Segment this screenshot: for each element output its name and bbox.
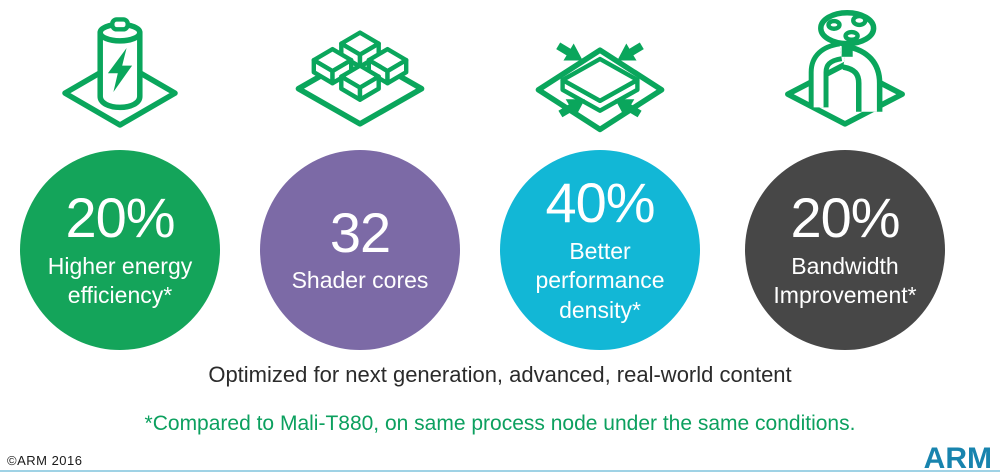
stat-value: 20% — [790, 185, 900, 249]
stat-label: Higher energy efficiency* — [47, 252, 193, 309]
battery-energy-icon — [54, 4, 186, 136]
copyright-text: ©ARM 2016 — [7, 453, 83, 468]
stat-circle-energy: 20% Higher energy efficiency* — [20, 150, 220, 350]
chip-compress-icon — [534, 4, 666, 136]
stat-value: 40% — [545, 170, 655, 234]
stat-label: Shader cores — [291, 267, 429, 294]
stat-column-bandwidth: 20% Bandwidth Improvement* — [725, 0, 965, 360]
stat-column-density: 40% Better performance density* — [480, 0, 720, 360]
footer-divider — [0, 470, 1000, 472]
stat-circle-density: 40% Better performance density* — [500, 150, 700, 350]
shader-cores-icon — [294, 4, 426, 136]
pipe-valve-icon — [779, 4, 911, 136]
stat-label: Bandwidth Improvement* — [773, 252, 917, 309]
footnote-text: *Compared to Mali-T880, on same process … — [144, 412, 856, 435]
stat-column-energy: 20% Higher energy efficiency* — [0, 0, 240, 360]
stat-value: 32 — [329, 200, 391, 264]
stat-circle-bandwidth: 20% Bandwidth Improvement* — [745, 150, 945, 350]
stat-circle-cores: 32 Shader cores — [260, 150, 460, 350]
stat-column-cores: 32 Shader cores — [240, 0, 480, 360]
arm-logo: ARM — [923, 442, 992, 475]
stat-label: Better performance density* — [535, 237, 665, 324]
stat-value: 20% — [65, 185, 175, 249]
tagline-text: Optimized for next generation, advanced,… — [208, 362, 792, 387]
